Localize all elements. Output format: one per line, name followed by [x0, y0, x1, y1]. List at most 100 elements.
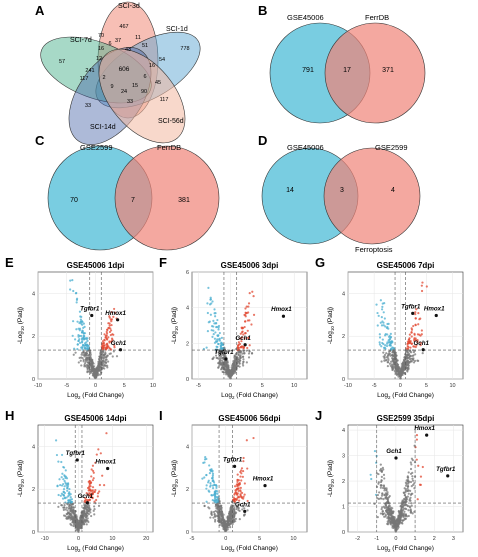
- volcano-point: [222, 513, 225, 516]
- volcano-panel-h: H GSE45006 14dpi -10 0 10 20 0 2 4 Tgfbr1 Hmox1 Gch…: [5, 408, 154, 553]
- volcano-point: [60, 453, 64, 457]
- volcano-point: [402, 507, 406, 510]
- volcano-point: [220, 336, 224, 339]
- volcano-point: [63, 474, 66, 477]
- volcano-point: [65, 506, 68, 509]
- volcano-point: [212, 319, 215, 322]
- volcano-point: [223, 354, 226, 357]
- volcano-point: [386, 365, 389, 368]
- volcano-point: [220, 508, 223, 511]
- panel-letter: F: [159, 255, 167, 270]
- volcano-point: [81, 346, 84, 350]
- x-tick-label: 0: [229, 383, 232, 389]
- x-tick-label: 5: [258, 536, 261, 542]
- volcano-point: [69, 500, 72, 503]
- volcano-point: [240, 346, 243, 349]
- x-tick-label: 10: [290, 536, 296, 542]
- volcano-point: [76, 348, 79, 351]
- volcano-point: [108, 322, 111, 325]
- volcano-point: [377, 472, 380, 476]
- volcano-point: [112, 333, 115, 336]
- volcano-point: [211, 300, 214, 303]
- panel-letter-a: A: [35, 3, 45, 18]
- x-axis-label: Log2 (Fold Change): [67, 545, 124, 553]
- volcano-point: [62, 487, 66, 491]
- volcano-point: [414, 311, 417, 314]
- volcano-point: [75, 520, 78, 523]
- volcano-point: [407, 481, 410, 484]
- volcano-point: [238, 360, 241, 364]
- volcano-point: [376, 493, 380, 497]
- volcano-point: [227, 516, 230, 519]
- volcano-point: [245, 361, 248, 364]
- volcano-point: [381, 506, 384, 509]
- x-tick-label: -10: [344, 383, 352, 389]
- volcano-point: [61, 497, 65, 500]
- volcano-point: [107, 336, 110, 339]
- volcano-point: [410, 327, 413, 330]
- volcano-point: [377, 482, 380, 485]
- volcano-point: [412, 324, 415, 328]
- volcano-point: [387, 358, 390, 362]
- volcano-point: [241, 355, 244, 358]
- gene-marker: [243, 509, 247, 513]
- volcano-point: [88, 484, 91, 487]
- volcano-point: [408, 340, 411, 344]
- volcano-point: [93, 507, 96, 511]
- volcano-point: [236, 487, 239, 490]
- volcano-point: [415, 438, 418, 441]
- volcano-point: [252, 295, 255, 298]
- volcano-point: [408, 333, 411, 336]
- volcano-point: [220, 363, 223, 366]
- volcano-point: [385, 488, 388, 491]
- volcano-point: [240, 340, 243, 343]
- volcano-point: [232, 372, 235, 375]
- venn-count: 54: [159, 57, 165, 63]
- volcano-point: [96, 492, 100, 495]
- volcano-point: [209, 468, 212, 471]
- volcano-point: [219, 358, 222, 361]
- venn-count: 16: [98, 46, 104, 52]
- volcano-point: [101, 346, 105, 349]
- volcano-point: [408, 506, 412, 509]
- volcano-point: [236, 492, 239, 495]
- volcano-point: [242, 364, 245, 367]
- venn-two-set-c: C GSE2599 FerrDB 70 7 381: [35, 133, 220, 251]
- volcano-point: [410, 504, 413, 507]
- volcano-point: [409, 346, 412, 349]
- gene-marker: [118, 348, 123, 352]
- gene-marker: [446, 474, 450, 478]
- volcano-point: [81, 356, 84, 360]
- volcano-point: [385, 326, 389, 330]
- volcano-point: [243, 325, 246, 329]
- volcano-point: [244, 312, 248, 315]
- volcano-point: [410, 502, 413, 505]
- volcano-point: [387, 513, 390, 516]
- volcano-point: [396, 363, 399, 366]
- volcano-point: [68, 503, 71, 507]
- volcano-point: [95, 367, 98, 370]
- volcano-point: [237, 351, 240, 354]
- volcano-point: [378, 333, 381, 336]
- venn-count: 117: [80, 76, 89, 82]
- gene-marker: [90, 313, 94, 318]
- volcano-point: [415, 458, 418, 461]
- volcano-point: [203, 476, 206, 479]
- volcano-point: [220, 346, 223, 349]
- volcano-point: [407, 514, 410, 518]
- volcano-point: [115, 355, 119, 358]
- volcano-point: [217, 503, 220, 506]
- venn-count: 117: [160, 97, 169, 103]
- x-tick-label: -5: [196, 383, 201, 389]
- venn-circle-ferrdb: [324, 22, 426, 124]
- volcano-point: [62, 482, 65, 486]
- volcano-point: [250, 323, 253, 326]
- volcano-point: [54, 439, 58, 442]
- volcano-point: [400, 371, 403, 374]
- volcano-point: [209, 482, 212, 485]
- volcano-point: [103, 339, 106, 342]
- volcano-point: [414, 446, 417, 449]
- volcano-point: [241, 352, 244, 355]
- volcano-point: [238, 518, 241, 521]
- y-axis-label: -Log10 (Padj): [17, 460, 25, 497]
